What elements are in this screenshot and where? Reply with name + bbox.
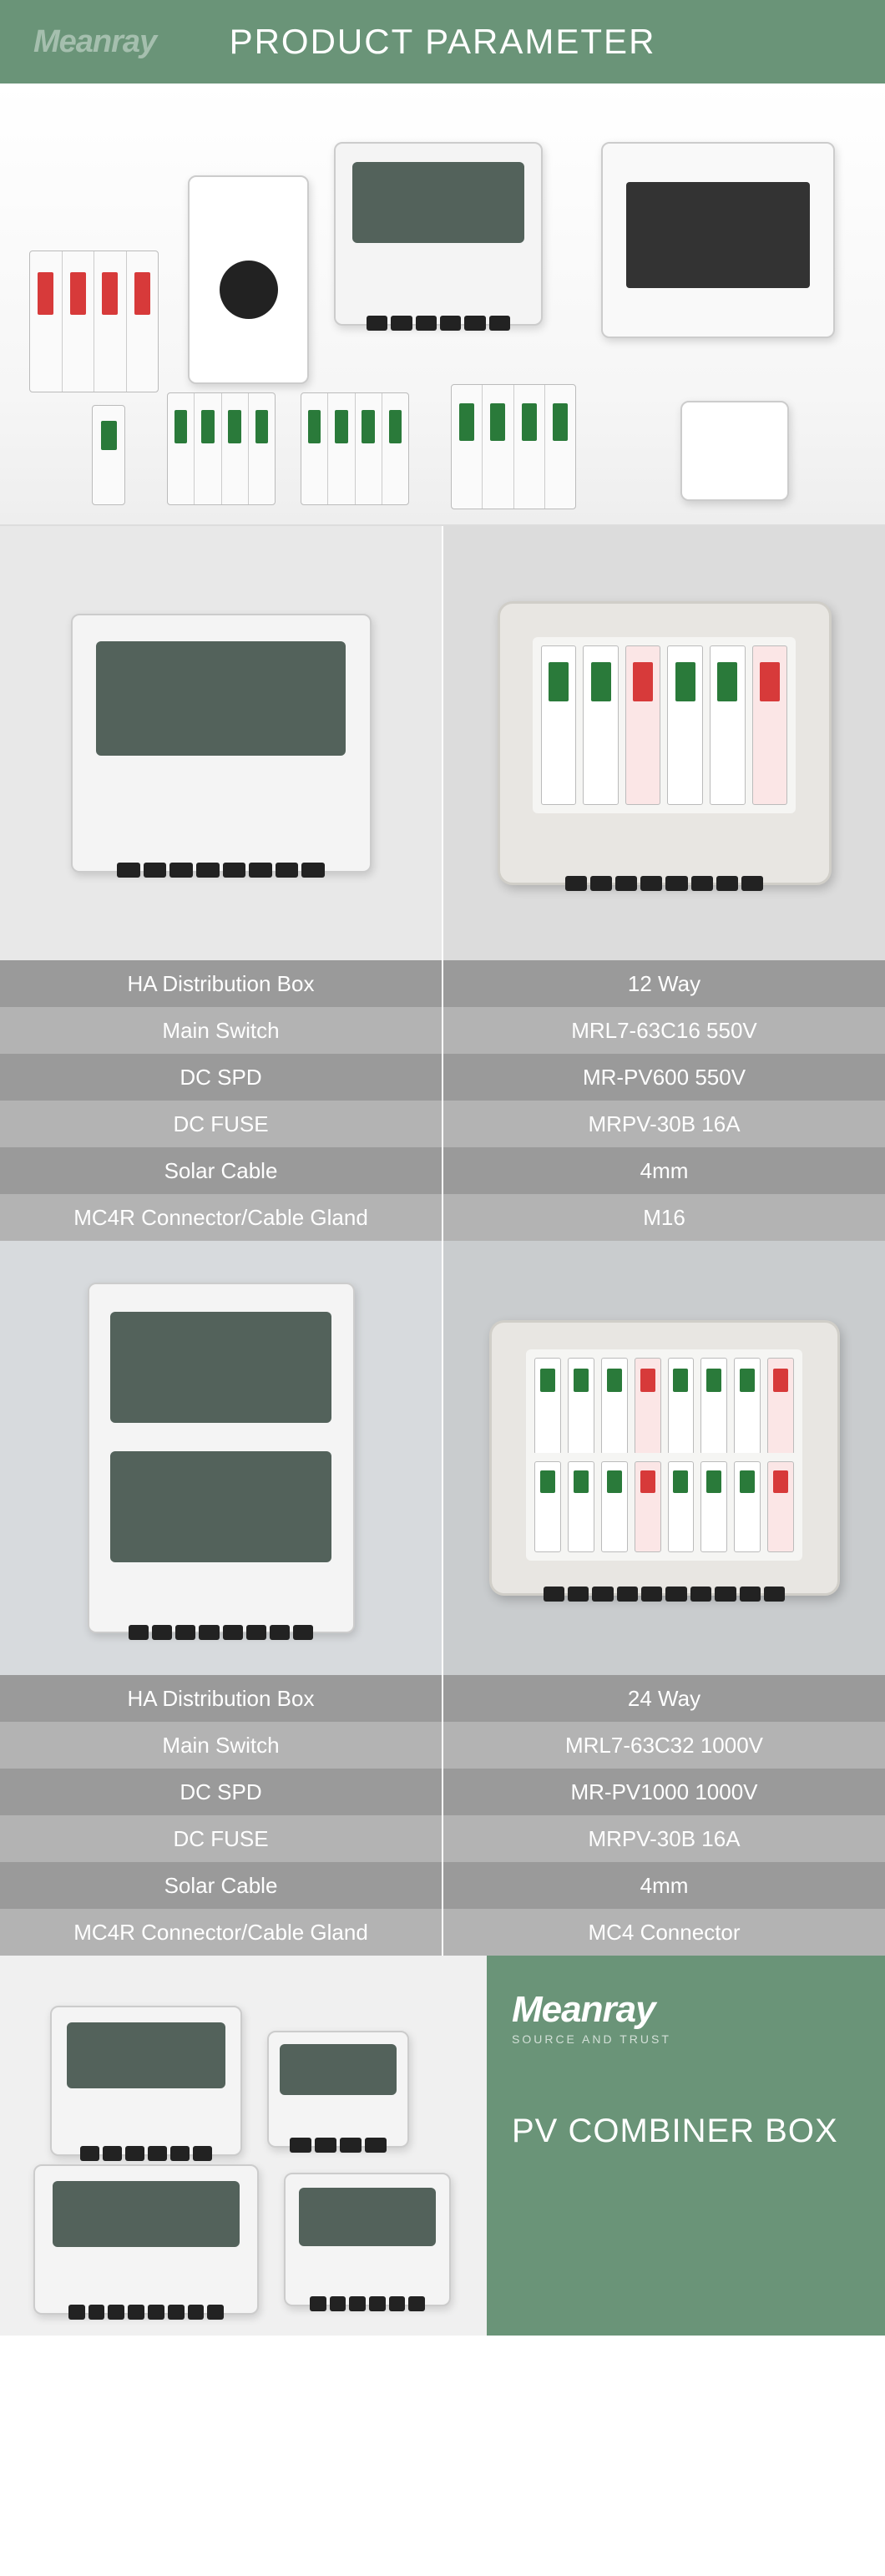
page-title: PRODUCT PARAMETER xyxy=(0,22,885,62)
mccb-icon xyxy=(601,142,835,338)
spec-row: HA Distribution Box24 Way xyxy=(0,1675,885,1722)
spec-label: Main Switch xyxy=(0,1722,442,1769)
spec-label: HA Distribution Box xyxy=(0,1675,442,1722)
socket-icon xyxy=(680,401,789,501)
combiner-box-icon xyxy=(334,142,543,326)
spec-row: DC SPDMR-PV1000 1000V xyxy=(0,1769,885,1815)
spec-value: MRPV-30B 16A xyxy=(442,1101,885,1147)
spd-red-group-icon xyxy=(29,251,159,392)
spec-table-24way: HA Distribution Box24 WayMain SwitchMRL7… xyxy=(0,1675,885,1956)
spec-value: 12 Way xyxy=(442,960,885,1007)
spec-value: MRPV-30B 16A xyxy=(442,1815,885,1862)
spec-label: DC FUSE xyxy=(0,1815,442,1862)
image-open-box-24way xyxy=(443,1241,885,1675)
spec-value: MR-PV600 550V xyxy=(442,1054,885,1101)
footer-tagline: SOURCE AND TRUST xyxy=(512,2032,885,2046)
spec-label: DC SPD xyxy=(0,1054,442,1101)
footer-brand-logo: Meanray xyxy=(512,1989,885,2031)
spd-4p-icon xyxy=(451,384,576,509)
image-open-box-12way xyxy=(443,526,885,960)
spec-value: MRL7-63C32 1000V xyxy=(442,1722,885,1769)
spec-label: Solar Cable xyxy=(0,1862,442,1909)
rotary-isolator-icon xyxy=(188,175,309,384)
fuse-holder-icon xyxy=(92,405,125,505)
spec-row: MC4R Connector/Cable GlandMC4 Connector xyxy=(0,1909,885,1956)
spec-row: DC SPDMR-PV600 550V xyxy=(0,1054,885,1101)
spec-row: Solar Cable4mm xyxy=(0,1147,885,1194)
spec-value: MC4 Connector xyxy=(442,1909,885,1956)
footer-title: PV COMBINER BOX xyxy=(512,2113,885,2150)
spec-value: MR-PV1000 1000V xyxy=(442,1769,885,1815)
footer-band: Meanray SOURCE AND TRUST PV COMBINER BOX xyxy=(0,1956,885,2336)
hero-collage xyxy=(0,84,885,526)
spec-row: Solar Cable4mm xyxy=(0,1862,885,1909)
spec-row: Main SwitchMRL7-63C32 1000V xyxy=(0,1722,885,1769)
header-band: Meanray PRODUCT PARAMETER xyxy=(0,0,885,84)
spec-row: Main SwitchMRL7-63C16 550V xyxy=(0,1007,885,1054)
spec-label: HA Distribution Box xyxy=(0,960,442,1007)
footer-product-montage xyxy=(0,1956,487,2336)
spec-value: M16 xyxy=(442,1194,885,1241)
mcb-4p-b-icon xyxy=(301,392,409,505)
spec-value: 4mm xyxy=(442,1147,885,1194)
spec-row: MC4R Connector/Cable GlandM16 xyxy=(0,1194,885,1241)
spec-table-12way: HA Distribution Box12 WayMain SwitchMRL7… xyxy=(0,960,885,1241)
spec-row: HA Distribution Box12 Way xyxy=(0,960,885,1007)
spec-value: 4mm xyxy=(442,1862,885,1909)
image-closed-box-12way xyxy=(0,526,442,960)
spec-row: DC FUSEMRPV-30B 16A xyxy=(0,1101,885,1147)
spec-label: MC4R Connector/Cable Gland xyxy=(0,1194,442,1241)
spec-label: DC SPD xyxy=(0,1769,442,1815)
spec-row: DC FUSEMRPV-30B 16A xyxy=(0,1815,885,1862)
image-closed-box-24way xyxy=(0,1241,442,1675)
spec-label: MC4R Connector/Cable Gland xyxy=(0,1909,442,1956)
mcb-4p-a-icon xyxy=(167,392,276,505)
spec-label: DC FUSE xyxy=(0,1101,442,1147)
spec-label: Solar Cable xyxy=(0,1147,442,1194)
spec-label: Main Switch xyxy=(0,1007,442,1054)
spec-value: MRL7-63C16 550V xyxy=(442,1007,885,1054)
footer-text-block: Meanray SOURCE AND TRUST PV COMBINER BOX xyxy=(487,1956,885,2336)
image-row-1 xyxy=(0,526,885,960)
spec-value: 24 Way xyxy=(442,1675,885,1722)
image-row-2 xyxy=(0,1241,885,1675)
